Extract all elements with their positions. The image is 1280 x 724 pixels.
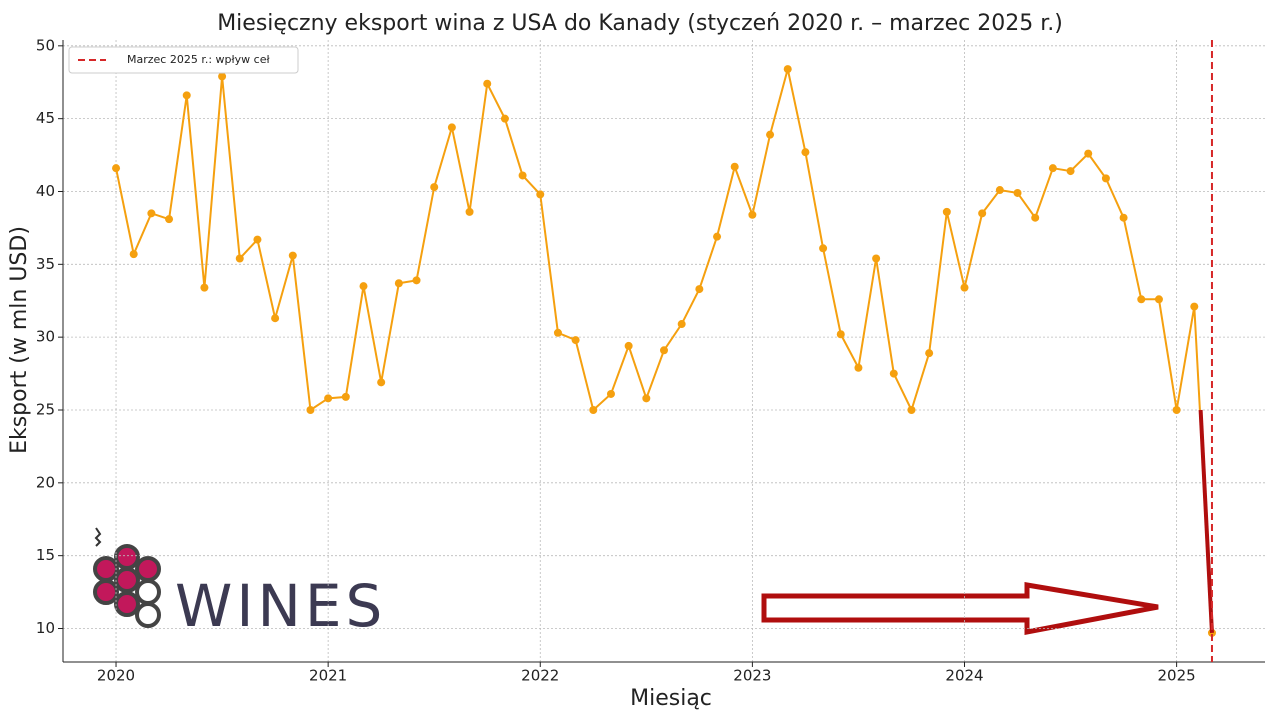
data-point xyxy=(624,341,633,350)
data-point xyxy=(518,171,527,180)
data-point xyxy=(500,114,509,123)
y-tick-label: 25 xyxy=(36,400,55,418)
data-point xyxy=(819,244,828,253)
x-tick-label: 2025 xyxy=(1158,667,1196,685)
data-point xyxy=(235,254,244,263)
data-point xyxy=(553,328,562,337)
data-point xyxy=(730,162,739,171)
data-point xyxy=(942,207,951,216)
data-point xyxy=(1101,174,1110,183)
data-point xyxy=(695,285,704,294)
data-point xyxy=(925,349,934,358)
data-point xyxy=(836,330,845,339)
data-point xyxy=(341,392,350,401)
legend-box xyxy=(68,46,299,74)
drop-highlight xyxy=(1198,409,1214,633)
data-point xyxy=(412,276,421,285)
data-point xyxy=(642,394,651,403)
data-point xyxy=(1013,188,1022,197)
y-tick-label: 10 xyxy=(36,619,55,637)
x-tick-label: 2020 xyxy=(97,667,135,685)
legend-label: Marzec 2025 r.: wpływ ceł xyxy=(127,53,270,66)
y-tick-label: 30 xyxy=(36,328,55,346)
data-point xyxy=(1066,167,1075,176)
data-point xyxy=(1190,302,1199,311)
y-tick-label: 45 xyxy=(36,109,55,127)
data-point xyxy=(165,215,174,224)
data-point xyxy=(324,394,333,403)
data-point xyxy=(713,232,722,241)
y-tick-label: 50 xyxy=(36,36,55,54)
data-point xyxy=(129,250,138,259)
legend: Marzec 2025 r.: wpływ ceł xyxy=(68,46,299,74)
data-point xyxy=(465,207,474,216)
y-tick-label: 40 xyxy=(36,182,55,200)
data-point xyxy=(677,320,686,329)
data-point xyxy=(359,282,368,291)
data-point xyxy=(147,209,156,218)
data-point xyxy=(1084,149,1093,158)
data-point xyxy=(766,130,775,139)
data-point xyxy=(536,190,545,199)
x-tick-label: 2022 xyxy=(521,667,559,685)
data-point xyxy=(447,123,456,132)
chart-title: Miesięczny eksport wina z USA do Kanady … xyxy=(217,11,1063,36)
y-tick-label: 15 xyxy=(36,546,55,564)
data-point xyxy=(872,254,881,263)
data-point xyxy=(995,186,1004,195)
x-axis-label: Miesiąc xyxy=(630,686,712,711)
logo: WINES xyxy=(93,527,386,640)
data-point xyxy=(978,209,987,218)
data-point xyxy=(960,283,969,292)
data-point xyxy=(748,210,757,219)
data-point xyxy=(1048,164,1057,173)
data-point xyxy=(801,148,810,157)
x-tick-label: 2021 xyxy=(309,667,347,685)
data-point xyxy=(182,91,191,100)
data-point xyxy=(1172,405,1181,414)
x-tick-label: 2023 xyxy=(733,667,771,685)
data-point xyxy=(571,336,580,345)
data-point xyxy=(306,405,315,414)
data-point xyxy=(253,235,262,244)
data-point xyxy=(430,183,439,192)
data-point xyxy=(1154,295,1163,304)
data-point xyxy=(377,378,386,387)
data-point xyxy=(606,389,615,398)
logo-text: WINES xyxy=(175,572,386,640)
data-point xyxy=(218,72,227,81)
data-point xyxy=(1119,213,1128,222)
data-point xyxy=(394,279,403,288)
data-point xyxy=(112,164,121,173)
data-point xyxy=(271,314,280,323)
data-point xyxy=(660,346,668,355)
data-point xyxy=(200,283,209,292)
annotation-arrow xyxy=(761,582,1159,636)
y-tick-label: 35 xyxy=(36,255,55,273)
data-point xyxy=(854,363,863,372)
data-point xyxy=(889,369,898,378)
data-point xyxy=(589,405,598,414)
y-tick-label: 20 xyxy=(36,473,55,491)
data-point xyxy=(483,79,492,88)
data-point xyxy=(288,251,297,260)
data-point xyxy=(907,405,916,414)
data-point xyxy=(783,65,792,74)
data-point xyxy=(1137,295,1146,304)
x-tick-label: 2024 xyxy=(945,667,983,685)
y-axis-label: Eksport (w mln USD) xyxy=(7,226,32,454)
data-point xyxy=(1031,213,1040,222)
